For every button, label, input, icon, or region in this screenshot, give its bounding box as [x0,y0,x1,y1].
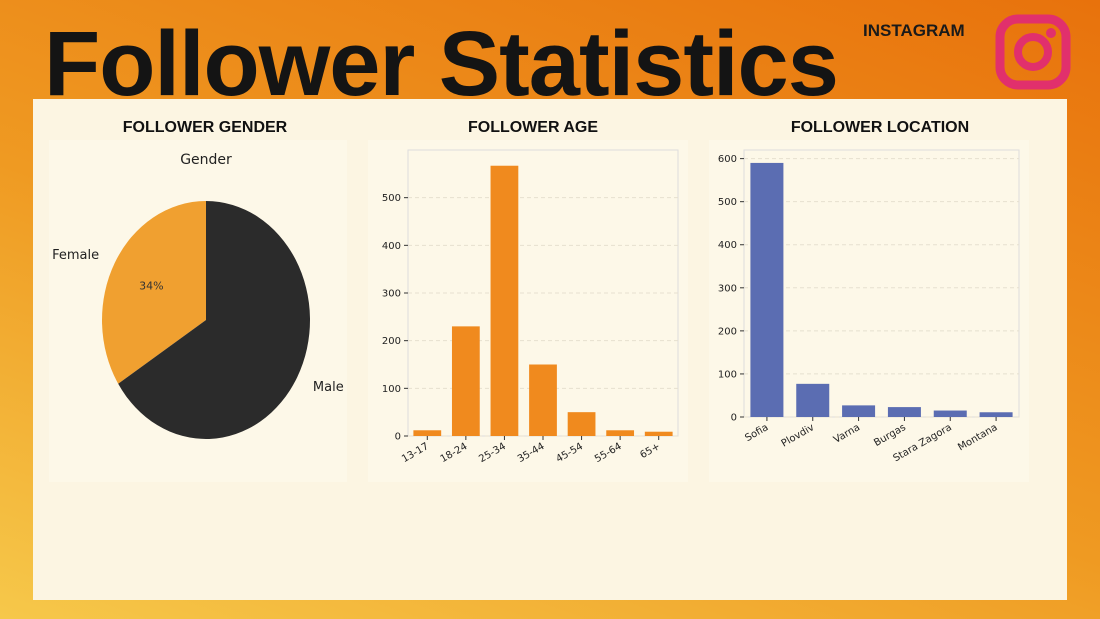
location-ytick-label: 0 [731,413,737,424]
location-bar [796,383,830,417]
pie-pct-female: 34% [139,280,163,293]
location-bar [979,412,1013,417]
location-xtick-label: Plovdiv [780,422,817,450]
age-xtick-label: 13-17 [400,441,431,465]
age-xtick-label: 55-64 [593,441,624,465]
pie-title: Gender [180,152,232,168]
location-bar [887,407,921,417]
location-figure: 0 100 200 300 400 500 600 Sofia Plovdiv Varna Burg… [709,140,1029,482]
age-xtick-label: 35-44 [516,441,547,465]
location-ytick-label: 200 [718,326,737,337]
brand-label: INSTAGRAM [863,21,965,40]
pie-slice-male [118,201,311,440]
age-bar [490,165,519,437]
gender-chart-title: FOLLOWER GENDER [122,119,288,136]
age-xtick-label: 45-54 [554,441,585,465]
age-ytick-label: 200 [382,336,401,347]
location-ytick-label: 500 [718,197,737,208]
age-bar [606,430,635,436]
gender-pie-chart: Gender Female 34% Male [52,152,344,440]
age-bar [413,430,442,436]
age-bar [644,431,673,436]
pie-slice-female [102,201,206,384]
age-figure: 0 100 200 300 400 500 13-17 18-24 25-34 35-44 45-5… [368,140,688,482]
location-ytick-label: 100 [718,369,737,380]
age-bar-chart: 0 100 200 300 400 500 13-17 18-24 25-34 35-44 45-5… [382,149,679,465]
location-xtick-label: Varna [832,422,862,446]
age-bar [451,326,480,436]
age-xtick-label: 65+ [638,441,662,461]
location-plot-frame [743,149,1020,418]
age-xtick-label: 25-34 [477,441,508,465]
age-ytick-label: 0 [395,432,401,443]
pie-label-male: Male [313,380,344,395]
location-bar [933,410,967,417]
age-ytick-label: 100 [382,384,401,395]
location-ytick-label: 600 [718,154,737,165]
gender-figure: Gender Female 34% Male [49,140,347,482]
location-bar [842,405,876,417]
stats-panel: FOLLOWER GENDER FOLLOWER AGE FOLLOWER LO… [33,99,1067,600]
age-bar [567,412,596,436]
location-chart-title: FOLLOWER LOCATION [790,119,970,136]
location-xtick-label: Sofia [743,422,770,444]
location-bar-chart: 0 100 200 300 400 500 600 Sofia Plovdiv Varna Burg… [718,149,1020,464]
pie-label-female: Female [52,248,99,263]
location-bar [750,162,784,417]
age-ytick-label: 500 [382,193,401,204]
age-chart-title: FOLLOWER AGE [467,119,599,136]
age-bar [529,364,557,436]
instagram-icon[interactable] [994,13,1072,91]
location-xtick-label: Montana [956,422,999,453]
age-ytick-label: 300 [382,289,401,300]
location-ytick-label: 400 [718,240,737,251]
age-ytick-label: 400 [382,241,401,252]
location-ytick-label: 300 [718,283,737,294]
page-title: Follower Statistics [44,13,839,115]
age-xtick-label: 18-24 [439,441,470,465]
location-xtick-label: Burgas [872,422,908,449]
